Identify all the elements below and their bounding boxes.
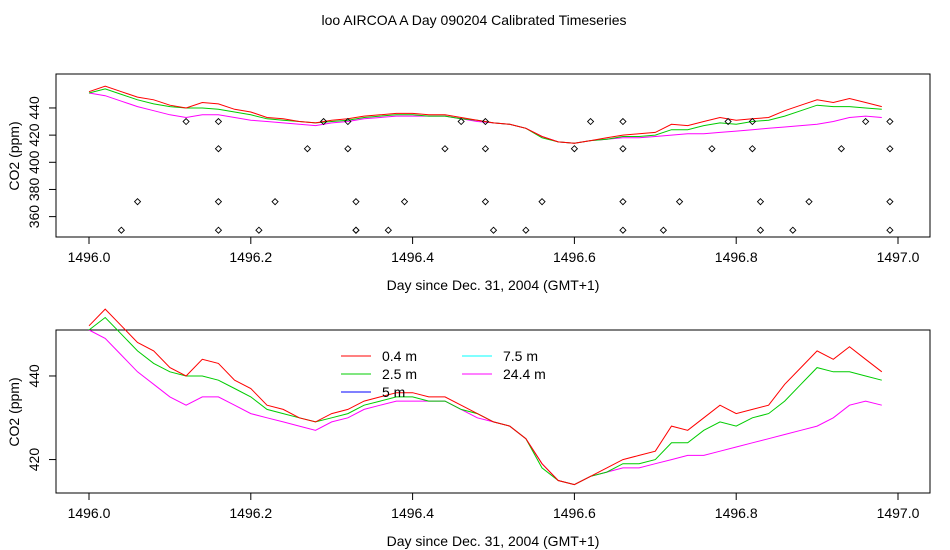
marker-point	[271, 198, 279, 206]
marker-point	[522, 226, 530, 234]
marker-point	[748, 117, 757, 126]
marker-point	[619, 198, 627, 206]
marker-point	[352, 226, 360, 234]
bottom-series-line-25m	[88, 316, 882, 486]
marker-point	[133, 198, 142, 206]
top-y-tick-label: 400	[26, 150, 42, 174]
marker-point	[214, 198, 223, 206]
top-series-line-25m	[88, 88, 882, 144]
bottom-series-line-04m	[88, 308, 883, 486]
legend-label: 7.5 m	[503, 348, 538, 364]
legend-label: 5 m	[382, 384, 405, 400]
bottom-x-tick-label: 1496.2	[229, 505, 272, 521]
top-x-tick-label: 1496.2	[229, 249, 272, 265]
marker-point	[481, 145, 490, 153]
top-y-tick-label: 360	[26, 205, 42, 229]
marker-point	[675, 198, 684, 206]
legend: 0.4 m 2.5 m 5 m 7.5 m 24.4 m	[341, 348, 546, 400]
marker-point	[724, 117, 732, 126]
marker-point	[352, 226, 360, 234]
marker-point	[481, 198, 490, 206]
marker-point	[570, 145, 579, 153]
marker-point	[586, 117, 595, 126]
chart-title: loo AIRCOA A Day 090204 Calibrated Times…	[321, 12, 626, 28]
marker-point	[789, 226, 797, 234]
top-series-lines	[88, 85, 882, 144]
marker-point	[481, 117, 490, 126]
top-y-axis-label: CO2 (ppm)	[6, 121, 22, 190]
marker-point	[384, 226, 392, 234]
marker-point	[756, 198, 765, 206]
top-y-tick-label: 380	[26, 178, 42, 202]
top-y-tick-label: 440	[26, 96, 42, 120]
marker-point	[214, 145, 223, 153]
bottom-x-axis: 1496.0 1496.2 1496.4 1496.6 1496.8 1497.0	[68, 493, 920, 521]
legend-label: 2.5 m	[382, 366, 417, 382]
bottom-x-tick-label: 1496.0	[68, 505, 111, 521]
bottom-x-tick-label: 1496.4	[391, 505, 434, 521]
marker-point	[619, 145, 627, 153]
bottom-y-tick-label: 420	[26, 448, 42, 472]
marker-point	[748, 145, 757, 153]
marker-point	[214, 226, 223, 234]
marker-point	[886, 117, 894, 126]
top-x-tick-label: 1497.0	[877, 249, 920, 265]
top-y-tick-label: 420	[26, 123, 42, 147]
bottom-y-axis-label: CO2 (ppm)	[6, 377, 22, 446]
marker-point	[400, 198, 409, 206]
bottom-x-tick-label: 1497.0	[877, 505, 920, 521]
marker-point	[255, 226, 263, 234]
marker-point	[538, 198, 546, 206]
marker-point	[489, 226, 498, 234]
top-series-line-04m	[88, 85, 882, 144]
bottom-series-lines	[88, 308, 883, 486]
top-markers	[117, 117, 894, 234]
top-plot-frame	[55, 73, 931, 238]
bottom-panel: 1496.0 1496.2 1496.4 1496.6 1496.8 1497.0 420…	[6, 308, 931, 549]
marker-point	[805, 198, 813, 206]
marker-point	[619, 226, 627, 234]
bottom-x-axis-label: Day since Dec. 31, 2004 (GMT+1)	[387, 533, 600, 549]
top-x-axis-label: Day since Dec. 31, 2004 (GMT+1)	[387, 277, 600, 293]
marker-point	[862, 117, 870, 126]
marker-point	[117, 226, 125, 234]
bottom-x-tick-label: 1496.8	[715, 505, 758, 521]
legend-label: 0.4 m	[382, 348, 417, 364]
marker-point	[619, 117, 627, 126]
marker-point	[708, 145, 716, 153]
bottom-series-line-244m	[88, 329, 882, 486]
top-x-axis: 1496.0 1496.2 1496.4 1496.6 1496.8 1497.0	[68, 237, 920, 265]
bottom-x-tick-label: 1496.6	[553, 505, 596, 521]
marker-point	[659, 226, 668, 234]
top-x-tick-label: 1496.8	[715, 249, 758, 265]
marker-point	[457, 117, 465, 126]
marker-point	[303, 145, 312, 153]
top-x-tick-label: 1496.0	[68, 249, 111, 265]
top-x-tick-label: 1496.4	[391, 249, 434, 265]
marker-point	[352, 198, 360, 206]
marker-point	[182, 117, 190, 126]
top-series-line-244m	[88, 92, 882, 144]
legend-label: 24.4 m	[503, 366, 546, 382]
top-y-axis: 360 380 400 420 440	[26, 96, 56, 228]
bottom-y-axis: 420 440	[26, 364, 56, 471]
marker-point	[441, 145, 449, 153]
top-panel: 1496.0 1496.2 1496.4 1496.6 1496.8 1497.0 360…	[6, 73, 931, 293]
marker-point	[756, 226, 765, 234]
marker-point	[886, 145, 894, 153]
marker-point	[214, 117, 223, 126]
marker-point	[344, 145, 352, 153]
bottom-y-tick-label: 440	[26, 364, 42, 388]
marker-point	[886, 226, 894, 234]
bottom-plot-frame	[55, 329, 931, 494]
marker-point	[837, 145, 846, 153]
marker-point	[886, 198, 894, 206]
marker-point	[344, 117, 352, 126]
top-x-tick-label: 1496.6	[553, 249, 596, 265]
marker-point	[319, 117, 328, 126]
